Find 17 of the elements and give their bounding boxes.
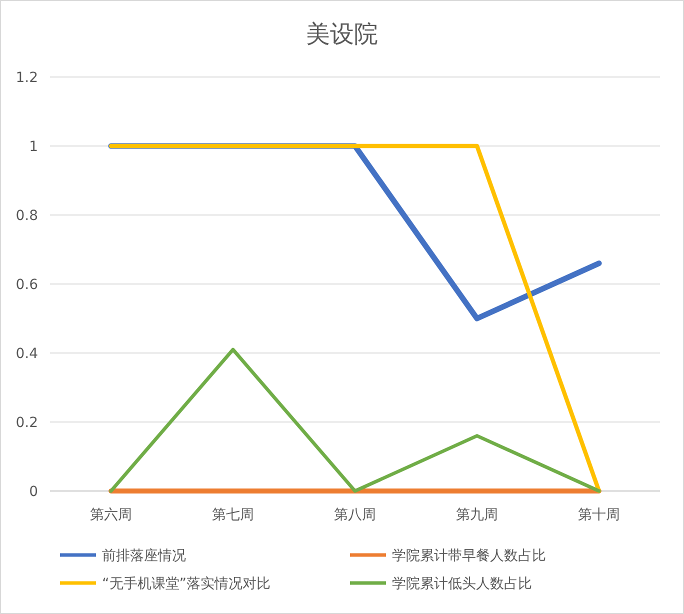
x-tick-label: 第九周 [456,507,498,523]
y-tick-label: 1.2 [16,70,38,86]
x-tick-label: 第七周 [212,507,254,523]
x-tick-label: 第八周 [334,507,376,523]
legend-label: 学院累计低头人数占比 [392,576,532,592]
x-tick-label: 第六周 [90,507,132,523]
y-tick-label: 1 [29,139,38,155]
x-tick-label: 第十周 [578,507,620,523]
y-tick-label: 0 [29,484,38,500]
chart-title: 美设院 [306,20,378,48]
y-tick-label: 0.8 [16,208,38,224]
y-tick-label: 0.2 [16,415,38,431]
y-tick-label: 0.6 [16,277,38,293]
legend-label: 前排落座情况 [102,548,186,564]
legend-label: 学院累计带早餐人数占比 [392,548,546,564]
legend-label: “无手机课堂”落实情况对比 [102,576,271,592]
y-tick-label: 0.4 [16,346,38,362]
